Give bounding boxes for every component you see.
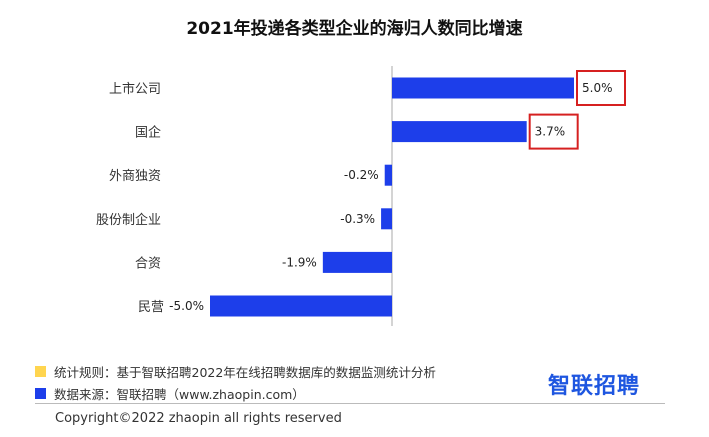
- category-label-3: 股份制企业: [96, 212, 161, 228]
- value-label-0: 5.0%: [582, 81, 613, 95]
- yellow-square-icon: [35, 366, 46, 377]
- bar-0: [392, 77, 574, 99]
- legend-item-rule: 统计规则：基于智联招聘2022年在线招聘数据库的数据监测统计分析: [35, 362, 436, 381]
- zhaopin-logo: 智联招聘: [548, 374, 641, 399]
- bar-1: [392, 121, 527, 143]
- value-label-5: -5.0%: [169, 299, 204, 313]
- chart-title: 2021年投递各类型企业的海归人数同比增速: [186, 19, 523, 39]
- value-label-1: 3.7%: [535, 125, 566, 139]
- bar-3: [381, 208, 392, 230]
- bar-4: [322, 251, 392, 273]
- category-label-0: 上市公司: [109, 81, 161, 97]
- bar-2: [384, 164, 392, 186]
- legend-item-source: 数据来源：智联招聘（www.zhaopin.com）: [35, 384, 305, 403]
- blue-square-icon: [35, 388, 46, 399]
- footer-divider: [35, 403, 665, 404]
- bar-5: [210, 295, 392, 317]
- value-label-4: -1.9%: [282, 255, 317, 269]
- legend-source-text: 数据来源：智联招聘（www.zhaopin.com）: [54, 387, 305, 402]
- category-label-4: 合资: [135, 256, 161, 271]
- highlight-box-1: [528, 113, 579, 150]
- category-label-1: 国企: [135, 125, 161, 141]
- legend-rule-text: 统计规则：基于智联招聘2022年在线招聘数据库的数据监测统计分析: [54, 365, 436, 380]
- value-label-2: -0.2%: [344, 168, 379, 182]
- category-label-5: 民营: [138, 300, 164, 315]
- category-label-2: 外商独资: [109, 169, 161, 184]
- bar-chart: 5.0% 上市公司 3.7% 国企 -0.2% 外商独资 -0.3% 股份制企业 -1.9% 合资…: [96, 66, 626, 326]
- highlight-box-0: [576, 70, 626, 106]
- value-label-3: -0.3%: [340, 212, 375, 226]
- copyright-text: Copyright©2022 zhaopin all rights reserv…: [55, 411, 342, 426]
